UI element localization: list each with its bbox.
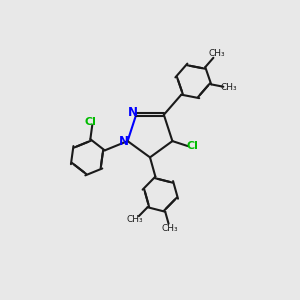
Text: CH₃: CH₃ xyxy=(208,49,225,58)
Text: CH₃: CH₃ xyxy=(220,83,237,92)
Text: N: N xyxy=(119,135,129,148)
Text: N: N xyxy=(128,106,138,119)
Text: Cl: Cl xyxy=(85,117,97,127)
Text: CH₃: CH₃ xyxy=(162,224,178,233)
Text: CH₃: CH₃ xyxy=(127,215,143,224)
Text: Cl: Cl xyxy=(187,140,199,151)
